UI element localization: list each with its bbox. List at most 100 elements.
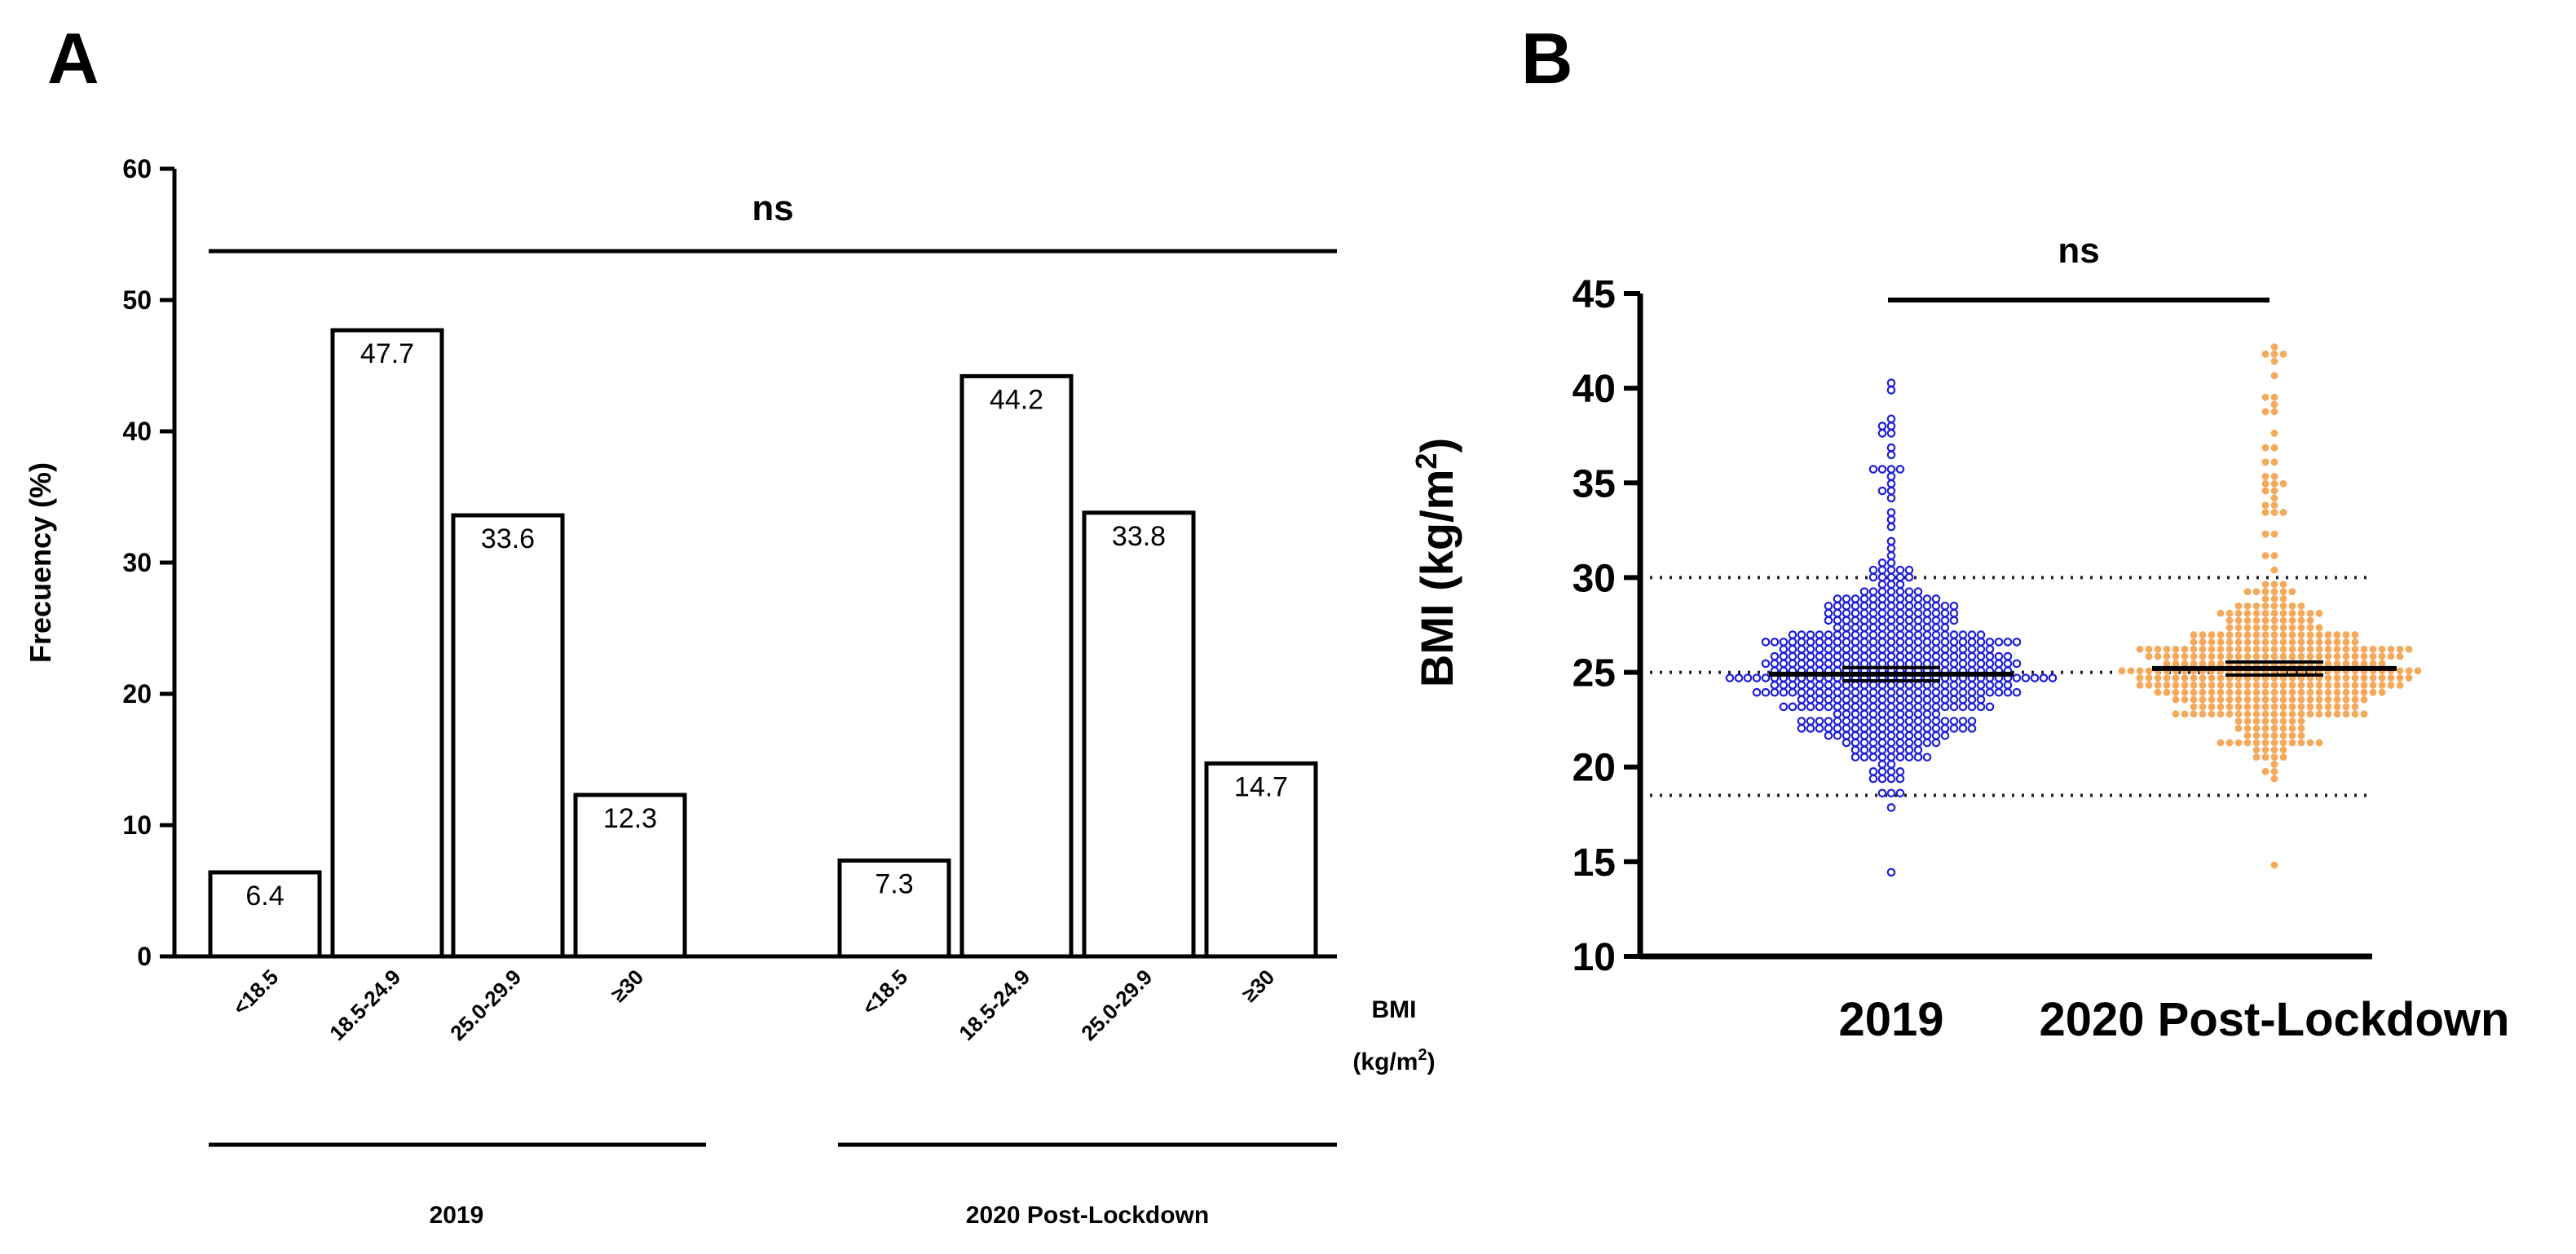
panel-b-point-2019 [1877, 601, 1887, 611]
panel-b-point-2020 [2217, 609, 2225, 617]
panel-b-point-2020 [2243, 638, 2252, 646]
panel-b-point-2019 [1985, 644, 1995, 654]
panel-b-point-2019 [1824, 687, 1833, 697]
panel-b-point-2019 [1842, 630, 1851, 639]
panel-b-point-2020 [2217, 695, 2225, 704]
panel-b-y-tick-label: 15 [1573, 841, 1616, 885]
panel-b-point-2019 [1877, 608, 1887, 618]
panel-b-point-2019 [1868, 644, 1878, 654]
panel-b-point-2019 [1779, 659, 1789, 669]
panel-b-point-2019 [1850, 608, 1860, 618]
panel-b-point-2019 [1877, 638, 1887, 647]
panel-b-point-2020 [2297, 631, 2305, 638]
panel-b-point-2020 [2360, 674, 2368, 682]
panel-b-point-2020 [2333, 695, 2341, 704]
panel-b-point-2020 [2306, 652, 2314, 660]
panel-b-point-2020 [2315, 739, 2323, 747]
panel-b-point-2020 [2342, 703, 2350, 711]
panel-b-point-2019 [1922, 651, 1932, 661]
panel-a-y-tick-label: 0 [137, 942, 152, 971]
panel-b-point-2020 [2342, 645, 2350, 653]
panel-b-point-2020 [2324, 695, 2332, 704]
panel-b-point-2019 [1994, 687, 2004, 697]
panel-b-point-2020 [2288, 695, 2296, 704]
panel-b-point-2020 [2270, 645, 2278, 653]
panel-b-point-2019 [1859, 695, 1869, 704]
panel-b-point-2020 [2172, 652, 2180, 660]
panel-b-point-2019 [1859, 745, 1869, 755]
panel-b-point-2019 [1868, 587, 1878, 596]
panel-b-point-2020 [2279, 703, 2287, 711]
panel-b-point-2019 [1859, 724, 1869, 733]
panel-a-bar-value-label: 12.3 [603, 803, 657, 834]
panel-b-point-2019 [1958, 687, 1968, 697]
panel-b-point-2019 [1895, 630, 1905, 639]
panel-b-point-2019 [1797, 695, 1806, 704]
panel-b-point-2019 [1940, 608, 1950, 618]
panel-b-point-2019 [1958, 630, 1968, 639]
panel-b-point-2019 [1877, 623, 1887, 633]
panel-b-point-2019 [1922, 623, 1932, 633]
panel-b-point-2020 [2333, 631, 2341, 638]
panel-b-point-2019 [1949, 630, 1959, 639]
panel-b-point-2020 [2279, 638, 2287, 646]
panel-b-point-2019 [1877, 572, 1887, 582]
panel-b-point-2019 [1949, 687, 1959, 697]
panel-b-point-2019 [1967, 651, 1977, 661]
panel-b-point-2020 [2261, 552, 2269, 559]
panel-b-point-2019 [1913, 616, 1923, 625]
panel-b-point-2019 [1868, 731, 1878, 740]
panel-b-point-2019 [1859, 587, 1869, 596]
panel-b-point-2020 [2279, 753, 2287, 762]
panel-b-point-2019 [1806, 681, 1815, 690]
panel-b-point-2020 [2163, 681, 2171, 689]
panel-b-point-2019 [1940, 601, 1950, 611]
panel-b-point-2019 [1967, 681, 1977, 690]
panel-b-point-2019 [1877, 709, 1887, 718]
panel-b-point-2019 [1931, 724, 1941, 733]
panel-b-point-2020 [2270, 638, 2278, 646]
panel-b-point-2019 [1967, 644, 1977, 654]
panel-b-point-2019 [1833, 623, 1842, 633]
panel-b-point-2019 [1940, 638, 1950, 647]
panel-b-point-2019 [1868, 745, 1878, 755]
panel-b-point-2019 [1797, 717, 1806, 726]
panel-b-point-2020 [2342, 674, 2350, 682]
panel-b-point-2019 [1958, 695, 1968, 704]
panel-b-point-2019 [1904, 753, 1914, 762]
panel-b-point-2019 [1886, 479, 1896, 488]
panel-b-point-2020 [2225, 703, 2234, 711]
panel-b-point-2020 [2234, 645, 2243, 653]
panel-b-point-2019 [1976, 695, 1986, 704]
panel-b-point-2019 [1770, 651, 1780, 661]
panel-b-point-2019 [1949, 601, 1959, 611]
panel-b-point-2019 [1842, 687, 1851, 697]
panel-b-point-2019 [1913, 659, 1923, 669]
panel-b-point-2019 [1842, 651, 1851, 661]
panel-b-point-2020 [2360, 688, 2368, 696]
panel-b-point-2020 [2252, 645, 2261, 653]
panel-b-point-2020 [2261, 609, 2269, 617]
panel-b-point-2019 [1886, 616, 1896, 625]
panel-b-point-2020 [2288, 616, 2296, 625]
panel-b-point-2020 [2297, 602, 2305, 610]
panel-b-point-2019 [1895, 659, 1905, 669]
panel-b-point-2020 [2324, 681, 2332, 689]
panel-b-point-2019 [1779, 687, 1789, 697]
panel-b-point-2020 [2288, 724, 2296, 732]
panel-b-point-2019 [1886, 738, 1896, 748]
panel-b-point-2020 [2288, 688, 2296, 696]
panel-b-point-2020 [2270, 739, 2278, 747]
panel-b-point-2019 [1877, 651, 1887, 661]
panel-b-point-2019 [1859, 623, 1869, 633]
panel-b-point-2019 [1913, 594, 1923, 603]
panel-b-point-2020 [2252, 739, 2261, 747]
panel-b-point-2019 [1788, 644, 1797, 654]
panel-b-point-2020 [2270, 724, 2278, 732]
panel-b-point-2020 [2288, 739, 2296, 747]
panel-b-point-2020 [2324, 710, 2332, 718]
panel-b-point-2020 [2261, 710, 2269, 718]
panel-b-point-2019 [1940, 687, 1950, 697]
panel-b-point-2020 [2288, 624, 2296, 632]
panel-b-point-2020 [2279, 746, 2287, 754]
